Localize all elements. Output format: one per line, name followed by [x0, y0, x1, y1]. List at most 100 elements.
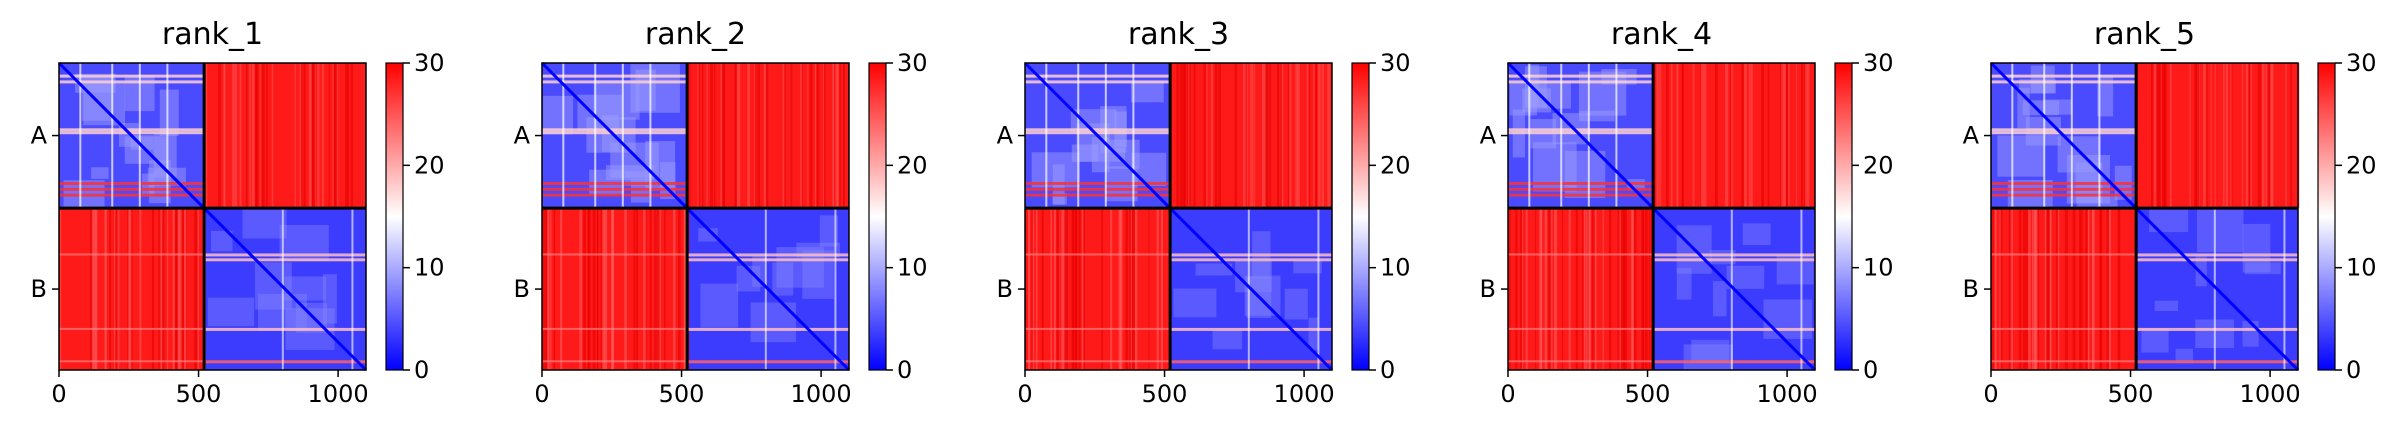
texture	[1308, 317, 1319, 350]
panel-3: rank_3 0 500 1000 A B 0 10 20 30	[997, 17, 1411, 408]
colorbar-gradient	[1834, 62, 1853, 371]
texture	[334, 63, 337, 209]
texture	[266, 63, 268, 209]
texture	[2162, 63, 2165, 209]
texture	[1578, 71, 1627, 116]
texture	[1072, 208, 1074, 370]
texture	[322, 274, 337, 324]
texture	[271, 63, 274, 209]
texture	[1782, 63, 1785, 209]
x-tick-label: 0	[51, 380, 66, 408]
texture	[2136, 327, 2298, 331]
texture	[232, 63, 235, 209]
texture	[130, 208, 133, 370]
texture	[1508, 74, 1654, 78]
texture	[141, 173, 155, 197]
panel-2: rank_2 0 500 1000 A B 0 10 20 30	[514, 17, 928, 408]
texture	[1321, 63, 1325, 209]
texture	[174, 208, 178, 370]
texture	[1549, 208, 1553, 370]
texture	[604, 208, 608, 370]
colorbar: 0 10 20 30	[1834, 49, 1894, 384]
x-tick-label: 500	[2108, 380, 2154, 408]
texture	[1744, 63, 1747, 209]
texture	[636, 208, 639, 370]
texture	[2070, 63, 2073, 209]
texture	[1280, 63, 1284, 209]
texture	[1035, 208, 1038, 370]
texture	[1101, 208, 1104, 370]
texture	[2057, 208, 2060, 370]
y-tick-label: A	[997, 122, 1014, 150]
texture	[542, 327, 688, 330]
x-tick-label: 0	[1017, 380, 1032, 408]
texture	[697, 63, 699, 209]
x-tick-label: 1000	[1274, 380, 1335, 408]
texture	[1991, 193, 2137, 197]
texture	[842, 63, 845, 209]
texture	[706, 63, 708, 209]
texture	[204, 258, 366, 262]
texture	[1762, 63, 1765, 209]
texture	[809, 63, 813, 209]
texture	[1997, 135, 2045, 177]
texture	[2045, 208, 2048, 370]
texture	[312, 63, 316, 209]
texture	[689, 63, 691, 209]
texture	[1779, 63, 1782, 209]
texture	[2248, 63, 2250, 209]
texture	[1991, 360, 2137, 363]
texture	[261, 63, 265, 209]
texture	[2022, 208, 2026, 370]
texture	[1031, 208, 1034, 370]
texture	[104, 208, 106, 370]
texture	[702, 63, 704, 209]
texture	[1525, 208, 1528, 370]
texture	[2169, 63, 2172, 209]
texture	[1130, 81, 1164, 103]
texture	[1991, 327, 2137, 330]
texture	[1653, 327, 1815, 331]
texture	[2043, 63, 2046, 209]
texture	[1539, 208, 1543, 370]
texture	[1251, 63, 1254, 209]
texture	[91, 167, 109, 179]
texture	[735, 63, 737, 209]
texture	[834, 208, 837, 370]
texture	[1991, 208, 1995, 370]
heatmap	[540, 61, 851, 372]
colorbar-gradient	[868, 62, 887, 371]
texture	[2055, 208, 2059, 370]
texture	[177, 208, 180, 370]
texture	[710, 63, 713, 209]
colorbar-tick-label: 20	[414, 151, 445, 179]
panel-title: rank_5	[2094, 17, 2195, 52]
texture	[1653, 258, 1815, 262]
texture	[1508, 360, 1654, 363]
texture	[1045, 63, 1048, 209]
texture	[1061, 208, 1065, 370]
texture	[1025, 182, 1171, 186]
texture	[1308, 63, 1311, 209]
texture	[802, 250, 834, 299]
texture	[1999, 208, 2003, 370]
texture	[1057, 208, 1060, 370]
texture	[1244, 275, 1281, 316]
texture	[2136, 253, 2298, 257]
texture	[1042, 208, 1044, 370]
texture	[2072, 208, 2076, 370]
texture	[714, 63, 716, 209]
texture	[1767, 63, 1770, 209]
texture	[823, 63, 825, 209]
texture	[2241, 63, 2244, 209]
texture	[1053, 208, 1056, 370]
texture	[1548, 208, 1552, 370]
texture	[59, 193, 205, 197]
texture	[1670, 63, 1673, 209]
texture	[748, 63, 751, 209]
texture	[1210, 63, 1213, 209]
texture	[542, 128, 688, 132]
texture	[194, 208, 197, 370]
texture	[1170, 253, 1332, 257]
